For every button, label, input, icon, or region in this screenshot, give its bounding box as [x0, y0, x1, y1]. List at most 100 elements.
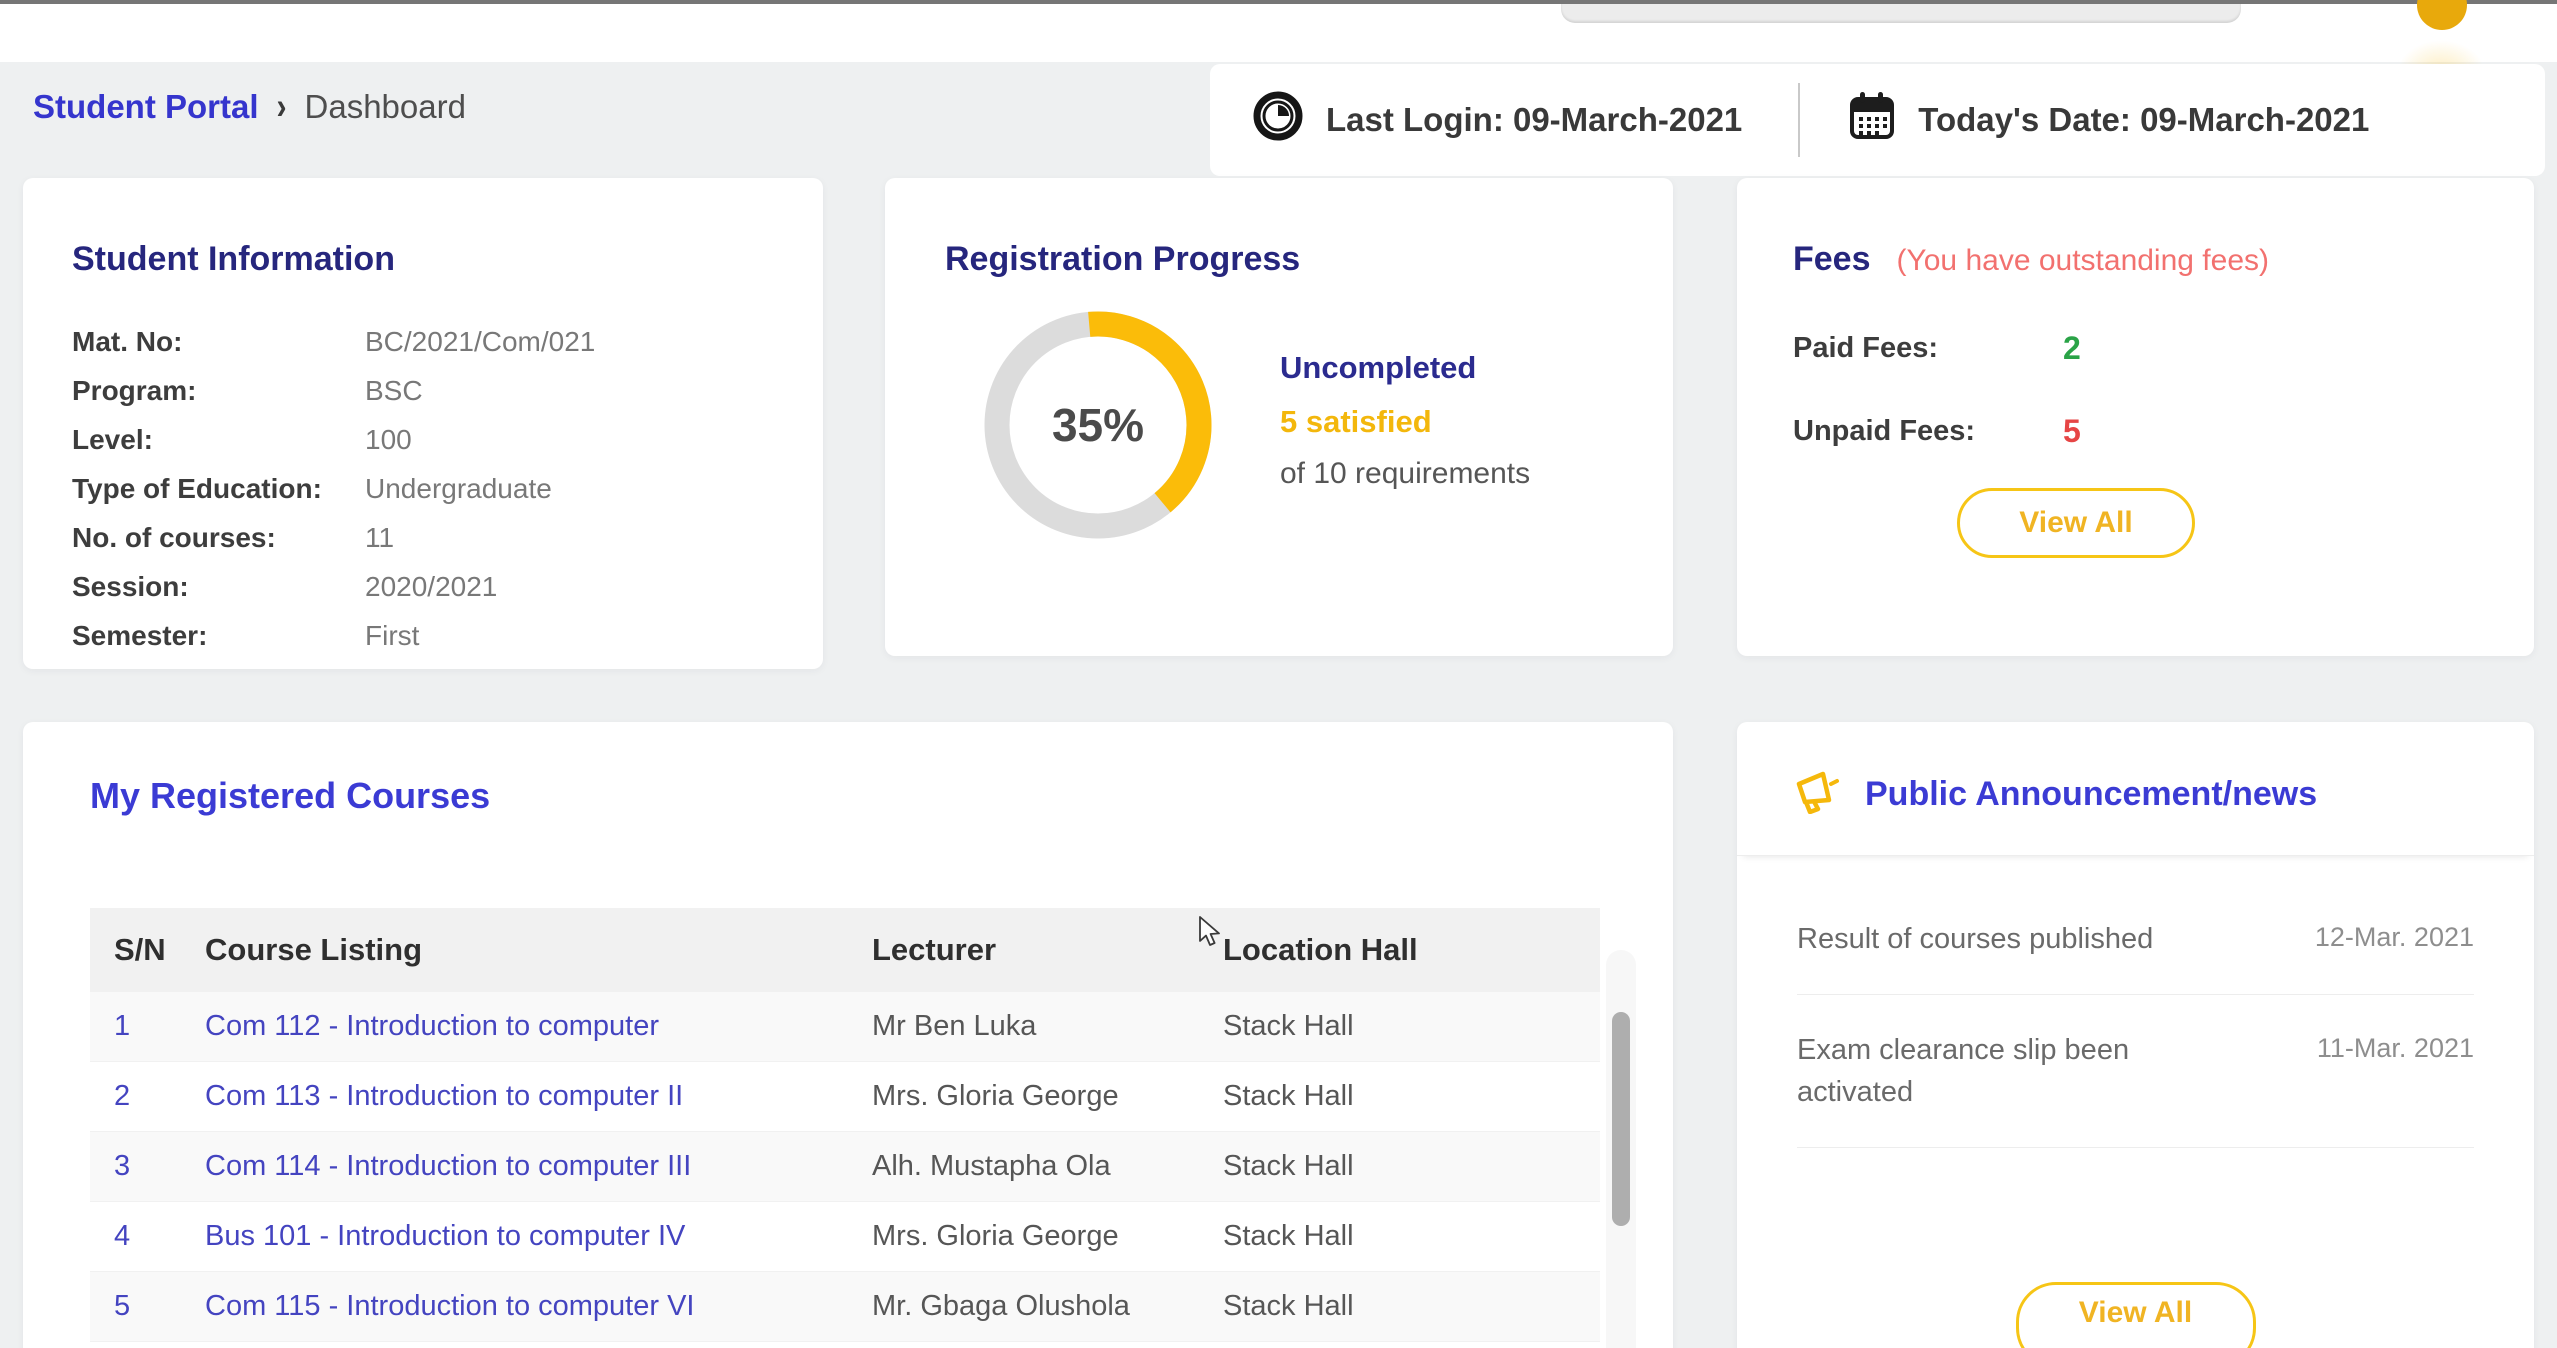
- courses-table: S/N Course Listing Lecturer Location Hal…: [90, 908, 1600, 1348]
- header-location-hall: Location Hall: [1223, 932, 1418, 967]
- field-value: 11: [365, 521, 395, 553]
- row-lecturer: Alh. Mustapha Ola: [872, 1150, 1111, 1182]
- field-value: 2020/2021: [365, 570, 498, 602]
- breadcrumb-link-student-portal[interactable]: Student Portal: [33, 88, 259, 125]
- list-item[interactable]: Result of courses published 12-Mar. 2021: [1797, 856, 2474, 996]
- unpaid-fees-row: Unpaid Fees: 5: [1793, 406, 2534, 456]
- row-hall: Stack Hall: [1223, 1220, 1354, 1252]
- row-hall: Stack Hall: [1223, 1290, 1354, 1322]
- announcements-card: Public Announcement/news Result of cours…: [1737, 722, 2534, 1348]
- student-information-fields: Mat. No: BC/2021/Com/021 Program: BSC Le…: [72, 317, 823, 660]
- course-link[interactable]: Com 114 - Introduction to computer III: [205, 1150, 692, 1182]
- table-row: 4 Bus 101 - Introduction to computer IV …: [90, 1202, 1600, 1272]
- table-row: 1 Com 112 - Introduction to computer Mr …: [90, 992, 1600, 1062]
- paid-fees-value: 2: [2063, 329, 2081, 366]
- row-hall: Stack Hall: [1223, 1010, 1354, 1042]
- course-link[interactable]: Bus 101 - Introduction to computer IV: [205, 1220, 686, 1252]
- field-label: Type of Education:: [72, 472, 322, 504]
- table-row: 3 Com 114 - Introduction to computer III…: [90, 1132, 1600, 1202]
- announcements-title: Public Announcement/news: [1865, 775, 2318, 813]
- field-value: Undergraduate: [365, 472, 552, 504]
- session-info-bar: Last Login: 09-March-2021 Today's Date: …: [1210, 64, 2545, 176]
- table-row: 2 Com 113 - Introduction to computer II …: [90, 1062, 1600, 1132]
- field-label: Session:: [72, 570, 189, 602]
- mouse-cursor: [1198, 916, 1228, 955]
- last-login: Last Login: 09-March-2021: [1252, 90, 1742, 150]
- breadcrumb-current-page: Dashboard: [304, 88, 466, 125]
- registration-progress-title: Registration Progress: [945, 240, 1301, 278]
- fees-rows: Paid Fees: 2 Unpaid Fees: 5: [1793, 323, 2534, 456]
- megaphone-icon: [1793, 770, 1841, 819]
- announcements-list: Result of courses published 12-Mar. 2021…: [1737, 856, 2534, 1149]
- list-item[interactable]: Exam clearance slip been activated 11-Ma…: [1797, 995, 2474, 1149]
- fees-header: Fees (You have outstanding fees): [1793, 240, 2534, 279]
- student-information-card: Student Information Mat. No: BC/2021/Com…: [23, 178, 823, 669]
- table-row: 6 Com 116 - Introduction to computer VII…: [90, 1342, 1600, 1348]
- announcement-date: 12-Mar. 2021: [2314, 922, 2474, 952]
- course-link[interactable]: Com 115 - Introduction to computer VI: [205, 1290, 695, 1322]
- row-lecturer: Mr. Gbaga Olushola: [872, 1290, 1130, 1322]
- header-lecturer: Lecturer: [872, 932, 997, 967]
- field-label: Semester:: [72, 619, 208, 651]
- breadcrumb-separator-icon: ›: [276, 85, 287, 127]
- field-value: BSC: [365, 374, 423, 406]
- row-sn: 1: [114, 1010, 131, 1042]
- header-sn: S/N: [114, 932, 166, 967]
- row-hall: Stack Hall: [1223, 1080, 1354, 1112]
- table-row: 5 Com 115 - Introduction to computer VI …: [90, 1272, 1600, 1342]
- clock-icon: [1252, 90, 1304, 150]
- header-course-listing: Course Listing: [205, 932, 423, 967]
- todays-date-text: Today's Date: 09-March-2021: [1918, 101, 2370, 138]
- row-sn: 5: [114, 1290, 131, 1322]
- registration-status-block: Uncompleted 5 satisfied of 10 requiremen…: [1280, 350, 1530, 491]
- field-label: No. of courses:: [72, 521, 276, 553]
- student-information-title: Student Information: [72, 240, 395, 278]
- registration-donut-chart: 35%: [978, 305, 1218, 545]
- row-hall: Stack Hall: [1223, 1150, 1354, 1182]
- top-tab-shape: [1561, 4, 2241, 23]
- row-sn: 3: [114, 1150, 131, 1182]
- course-link[interactable]: Com 112 - Introduction to computer: [205, 1010, 660, 1042]
- registered-courses-title: My Registered Courses: [90, 775, 491, 816]
- registration-satisfied: 5 satisfied: [1280, 404, 1432, 439]
- field-type-of-education: Type of Education: Undergraduate: [72, 464, 823, 513]
- field-label: Program:: [72, 374, 197, 406]
- paid-fees-row: Paid Fees: 2: [1793, 323, 2534, 373]
- table-scrollbar-thumb[interactable]: [1612, 1012, 1630, 1226]
- row-sn: 4: [114, 1220, 131, 1252]
- last-login-text: Last Login: 09-March-2021: [1326, 101, 1743, 138]
- field-session: Session: 2020/2021: [72, 562, 823, 611]
- course-link[interactable]: Com 113 - Introduction to computer II: [205, 1080, 684, 1112]
- announcements-header: Public Announcement/news: [1737, 722, 2534, 856]
- fees-warning: (You have outstanding fees): [1896, 244, 2270, 277]
- fees-view-all-button[interactable]: View All: [1957, 488, 2195, 558]
- field-program: Program: BSC: [72, 366, 823, 415]
- row-lecturer: Mr Ben Luka: [872, 1010, 1037, 1042]
- info-bar-divider: [1798, 83, 1801, 157]
- field-level: Level: 100: [72, 415, 823, 464]
- announcements-view-all-button[interactable]: View All: [2015, 1282, 2256, 1348]
- announcement-date: 11-Mar. 2021: [2316, 1033, 2474, 1064]
- announcement-text: Result of courses published: [1797, 923, 2154, 955]
- calendar-icon: [1848, 90, 1896, 150]
- unpaid-fees-value: 5: [2063, 412, 2081, 449]
- fees-title: Fees: [1793, 240, 1871, 278]
- registration-progress-card: Registration Progress 35% Uncompleted 5 …: [885, 178, 1673, 656]
- unpaid-fees-label: Unpaid Fees:: [1793, 414, 1976, 447]
- field-no-of-courses: No. of courses: 11: [72, 513, 823, 562]
- row-sn: 2: [114, 1080, 131, 1112]
- fees-card: Fees (You have outstanding fees) Paid Fe…: [1737, 178, 2534, 656]
- breadcrumb: Student Portal › Dashboard: [33, 85, 466, 127]
- field-label: Level:: [72, 423, 153, 455]
- todays-date: Today's Date: 09-March-2021: [1848, 90, 2369, 150]
- courses-table-header: S/N Course Listing Lecturer Location Hal…: [90, 908, 1600, 992]
- field-value: First: [365, 619, 420, 651]
- top-border-line: [0, 0, 2557, 4]
- field-label: Mat. No:: [72, 325, 183, 357]
- paid-fees-label: Paid Fees:: [1793, 331, 1939, 364]
- row-lecturer: Mrs. Gloria George: [872, 1220, 1119, 1252]
- registered-courses-card: My Registered Courses S/N Course Listing…: [23, 722, 1673, 1348]
- registration-total: of 10 requirements: [1280, 457, 1531, 490]
- registration-status: Uncompleted: [1280, 350, 1477, 385]
